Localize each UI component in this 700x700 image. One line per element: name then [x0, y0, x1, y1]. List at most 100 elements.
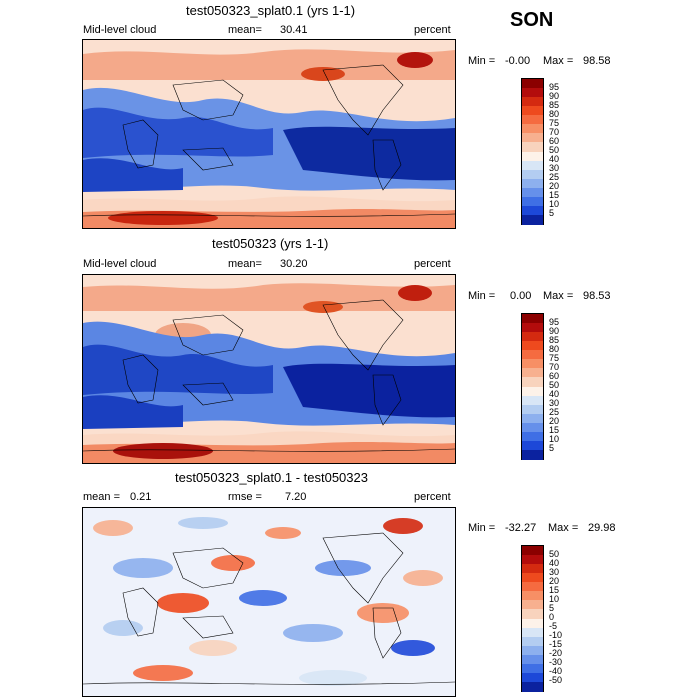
panel-1-min-value: -0.00	[505, 55, 531, 67]
colorbar-tick-label: 30	[549, 398, 560, 409]
colorbar-tick-label: 50	[549, 145, 560, 155]
colorbar-cell	[522, 645, 543, 656]
colorbar-cell	[522, 79, 543, 89]
panel-2-mean-value: 30.20	[280, 258, 308, 270]
panel-1-unit: percent	[414, 24, 451, 36]
colorbar-cell	[522, 555, 543, 565]
colorbar-tick-label: -10	[549, 630, 563, 641]
colorbar-tick-label: -40	[549, 666, 563, 677]
colorbar-tick-label: 25	[549, 407, 560, 418]
colorbar-cell	[522, 115, 543, 125]
panel-2-min-value: 0.00	[510, 290, 532, 302]
colorbar-tick-label: 40	[549, 154, 560, 165]
colorbar-tick-label: 85	[549, 99, 560, 110]
colorbar-cell	[522, 573, 543, 583]
colorbar-tick-label: -5	[549, 621, 558, 632]
season-label: SON	[510, 9, 554, 31]
colorbar-cell	[522, 368, 543, 378]
panel-3-unit: percent	[414, 491, 451, 503]
panel-2-max-label: Max =	[543, 290, 574, 302]
panel-1-map-svg	[83, 40, 455, 228]
colorbar-cell	[522, 214, 543, 225]
colorbar-cell	[522, 332, 543, 342]
colorbar-tick-label: 95	[549, 316, 560, 327]
panel-1-max-label: Max =	[543, 55, 574, 67]
colorbar-cell	[522, 88, 543, 98]
colorbar-tick-label: 90	[549, 325, 560, 336]
colorbar-cell	[522, 600, 543, 610]
colorbar-tick-label: 50	[549, 548, 560, 559]
colorbar-tick-label: 40	[549, 389, 560, 400]
colorbar-cell	[522, 187, 543, 198]
panel-2-mean-label: mean=	[228, 258, 262, 270]
colorbar-cell	[522, 323, 543, 333]
colorbar-cell	[522, 404, 543, 415]
panel-3-max-label: Max =	[548, 522, 579, 534]
panel-1-title: test050323_splat0.1 (yrs 1-1)	[186, 3, 356, 18]
colorbar-cell	[522, 169, 543, 180]
colorbar-cell	[522, 672, 543, 683]
colorbar-tick-label: 80	[549, 343, 560, 354]
panel-3-min-value: -32.27	[505, 522, 537, 534]
colorbar-cell	[522, 663, 543, 674]
colorbar-tick-label: 30	[549, 566, 560, 577]
panel-2-unit: percent	[414, 258, 451, 270]
colorbar-tick-label: 20	[549, 575, 560, 586]
panel-3-max-value: 29.98	[588, 522, 616, 534]
colorbar-cell	[522, 636, 543, 647]
colorbar-cell	[522, 422, 543, 433]
colorbar-cell	[522, 431, 543, 442]
colorbar-tick-label: 70	[549, 361, 560, 372]
panel-3-mean-value: 0.21	[130, 491, 152, 503]
colorbar-tick-label: 50	[549, 380, 560, 390]
colorbar-tick-label: 10	[549, 593, 560, 604]
colorbar-cell	[522, 618, 543, 629]
panel-3-min-label: Min =	[468, 522, 496, 534]
colorbar-cell	[522, 350, 543, 360]
panel-3-map	[82, 507, 456, 697]
colorbar-cell	[522, 582, 543, 592]
colorbar-tick-label: 15	[549, 584, 560, 595]
colorbar-cell	[522, 591, 543, 601]
colorbar-tick-label: 5	[549, 208, 555, 219]
panel-1-max-value: 98.58	[583, 55, 611, 67]
panel-2-variable-label: Mid-level cloud	[83, 258, 157, 270]
colorbar-cell	[522, 440, 543, 451]
colorbar-tick-label: 95	[549, 81, 560, 92]
colorbar-tick-label: 80	[549, 108, 560, 119]
colorbar-tick-label: 5	[549, 443, 555, 454]
panel-1-mean-label: mean=	[228, 24, 262, 36]
colorbar-tick-label: 30	[549, 163, 560, 174]
panel-3-mean-label: mean =	[83, 491, 120, 503]
colorbar-cell	[522, 151, 543, 162]
colorbar-tick-label: 20	[549, 181, 560, 192]
colorbar-cell	[522, 449, 543, 460]
panel-3-colorbar	[521, 545, 544, 692]
panel-1-variable-label: Mid-level cloud	[83, 24, 157, 36]
colorbar-tick-label: 85	[549, 334, 560, 345]
colorbar-tick-label: 75	[549, 117, 560, 128]
colorbar-tick-label: 90	[549, 90, 560, 101]
colorbar-tick-label: 10	[549, 199, 560, 210]
colorbar-tick-label: 25	[549, 172, 560, 183]
colorbar-tick-label: 60	[549, 370, 560, 381]
colorbar-tick-label: -20	[549, 648, 563, 659]
colorbar-cell	[522, 314, 543, 324]
colorbar-tick-label: 10	[549, 434, 560, 445]
colorbar-cell	[522, 97, 543, 107]
colorbar-tick-label: -15	[549, 639, 563, 650]
panel-2-min-label: Min =	[468, 290, 496, 302]
colorbar-cell	[522, 681, 543, 692]
colorbar-tick-label: -50	[549, 675, 563, 686]
panel-1-mean-value: 30.41	[280, 24, 308, 36]
panel-1-map	[82, 39, 456, 229]
colorbar-tick-label: 40	[549, 557, 560, 568]
panel-2-map	[82, 274, 456, 464]
colorbar-cell	[522, 395, 543, 406]
colorbar-cell	[522, 124, 543, 134]
colorbar-cell	[522, 654, 543, 665]
colorbar-cell	[522, 546, 543, 556]
colorbar-tick-label: 15	[549, 190, 560, 201]
panel-2-title: test050323 (yrs 1-1)	[212, 236, 329, 251]
colorbar-tick-label: -30	[549, 657, 563, 668]
